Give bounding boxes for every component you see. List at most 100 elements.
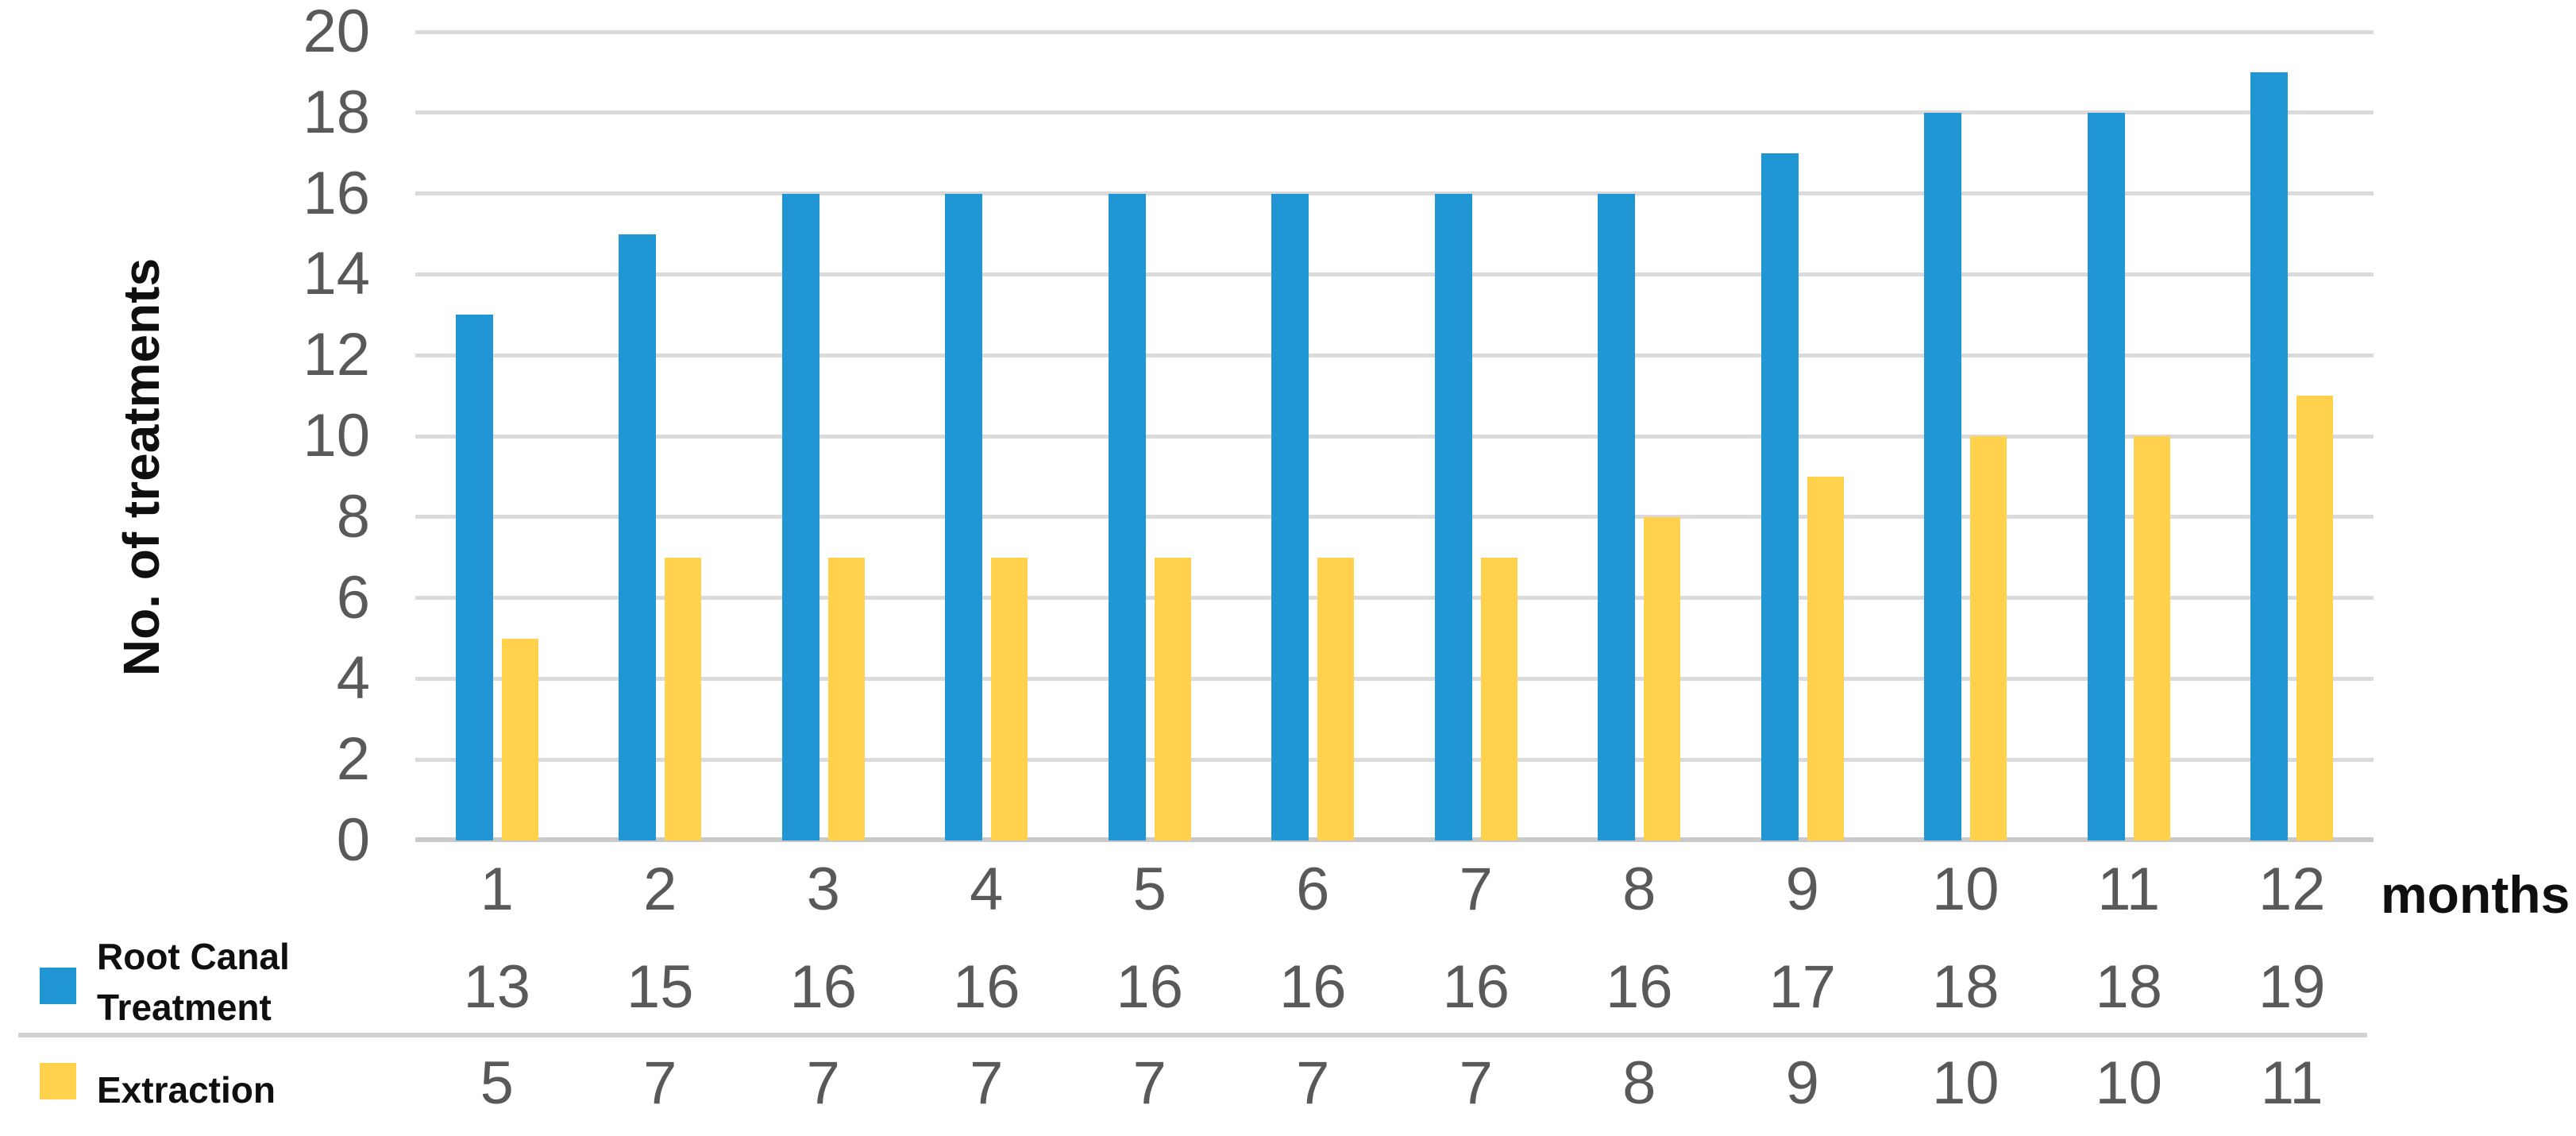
bar-group-month-3	[742, 32, 905, 840]
bar-extraction-month-5	[1154, 557, 1191, 840]
bar-group-month-12	[2211, 32, 2374, 840]
legend-label-root-canal: Root Canal Treatment	[97, 936, 290, 1028]
bar-group-month-1	[415, 32, 579, 840]
table-cell-root-canal-month-9: 17	[1768, 953, 1837, 1021]
table-cell-extraction-month-6: 7	[1296, 1049, 1330, 1117]
table-cell-extraction-month-12: 11	[2260, 1049, 2323, 1117]
bar-group-month-9	[1721, 32, 1884, 840]
gridline-y-12	[415, 353, 2374, 357]
y-tick-label-10: 10	[303, 402, 370, 469]
gridline-y-10	[415, 434, 2374, 439]
bar-group-month-6	[1232, 32, 1395, 840]
x-tick-label-month-9: 9	[1785, 856, 1819, 923]
gridline-y-6	[415, 596, 2374, 601]
table-cell-root-canal-month-11: 18	[2095, 953, 2163, 1021]
bar-root-canal-treatment-month-3	[781, 193, 819, 840]
table-cell-root-canal-month-10: 18	[1931, 953, 1999, 1021]
y-tick-label-0: 0	[336, 806, 370, 874]
y-tick-label-8: 8	[336, 482, 370, 551]
bar-group-month-8	[1558, 32, 1722, 840]
table-cell-root-canal-month-4: 16	[952, 953, 1020, 1021]
x-tick-label-month-8: 8	[1622, 856, 1656, 923]
bar-extraction-month-9	[1807, 476, 1844, 840]
y-tick-label-20: 20	[303, 0, 370, 65]
table-cell-extraction-month-10: 10	[1931, 1049, 1999, 1117]
x-tick-label-month-10: 10	[1931, 856, 1999, 923]
bar-root-canal-treatment-month-9	[1760, 153, 1799, 840]
bar-extraction-month-2	[665, 557, 702, 840]
bar-extraction-month-8	[1644, 516, 1681, 840]
bar-group-month-10	[1884, 32, 2048, 840]
x-tick-label-month-7: 7	[1459, 856, 1493, 923]
x-tick-label-month-11: 11	[2097, 856, 2161, 923]
table-cell-root-canal-month-8: 16	[1605, 953, 1673, 1021]
bar-root-canal-treatment-month-5	[1108, 193, 1146, 840]
gridline-y-14	[415, 272, 2374, 276]
y-tick-label-14: 14	[303, 240, 370, 308]
table-divider	[18, 1033, 2367, 1037]
table-cell-extraction-month-2: 7	[643, 1049, 677, 1117]
table-cell-root-canal-month-3: 16	[789, 953, 858, 1021]
table-cell-extraction-month-9: 9	[1785, 1049, 1819, 1117]
bar-root-canal-treatment-month-7	[1434, 193, 1472, 840]
bar-group-month-7	[1394, 32, 1558, 840]
x-axis-tick-row: 1 2 3 4 5 6 7 8 9 10 11 12	[415, 855, 2374, 925]
bar-extraction-month-4	[991, 557, 1028, 840]
bar-group-month-2	[579, 32, 742, 840]
bar-root-canal-treatment-month-2	[619, 234, 657, 840]
bar-extraction-month-6	[1317, 557, 1355, 840]
gridline-y-16	[415, 191, 2374, 196]
table-cell-root-canal-month-7: 16	[1442, 953, 1510, 1021]
gridline-y-18	[415, 110, 2374, 115]
table-row-root-canal-treatment: 13 15 16 16 16 16 16 16 17 18 18 19	[415, 952, 2374, 1022]
bar-extraction-month-12	[2296, 396, 2334, 840]
table-cell-extraction-month-7: 7	[1459, 1049, 1493, 1117]
bar-root-canal-treatment-month-10	[1924, 112, 1962, 840]
table-cell-root-canal-month-1: 13	[463, 953, 531, 1021]
y-tick-label-12: 12	[303, 321, 370, 389]
gridline-y-2	[415, 757, 2374, 762]
x-tick-label-month-1: 1	[480, 856, 514, 923]
bar-root-canal-treatment-month-1	[455, 315, 493, 840]
x-tick-label-month-12: 12	[2258, 856, 2326, 923]
table-cell-extraction-month-5: 7	[1132, 1049, 1167, 1117]
gridline-y-8	[415, 515, 2374, 520]
table-cell-extraction-month-11: 10	[2095, 1049, 2163, 1117]
bar-group-month-4	[905, 32, 1069, 840]
bar-root-canal-treatment-month-11	[2087, 112, 2125, 840]
table-cell-extraction-month-3: 7	[806, 1049, 840, 1117]
table-cell-extraction-month-4: 7	[970, 1049, 1004, 1117]
table-row-extraction: 5 7 7 7 7 7 7 8 9 10 10 11	[415, 1049, 2374, 1119]
bar-extraction-month-11	[2133, 436, 2170, 840]
y-tick-label-16: 16	[303, 159, 370, 227]
table-cell-root-canal-month-12: 19	[2258, 953, 2326, 1021]
bar-group-month-5	[1068, 32, 1232, 840]
bar-root-canal-treatment-month-4	[945, 193, 983, 840]
table-cell-root-canal-month-2: 15	[626, 953, 694, 1021]
bar-root-canal-treatment-month-8	[1598, 193, 1636, 840]
legend-swatch-root-canal	[40, 968, 76, 1004]
x-axis-line	[415, 837, 2374, 842]
table-cell-extraction-month-1: 5	[480, 1049, 514, 1117]
gridline-y-20	[415, 29, 2374, 34]
y-tick-label-2: 2	[336, 725, 370, 794]
x-tick-label-month-4: 4	[970, 856, 1004, 923]
legend-label-extraction: Extraction	[97, 1069, 276, 1111]
bar-extraction-month-10	[1970, 436, 2007, 840]
legend-swatch-extraction	[40, 1063, 76, 1099]
bar-extraction-month-3	[827, 557, 865, 840]
bar-extraction-month-7	[1480, 557, 1517, 840]
table-cell-extraction-month-8: 8	[1622, 1049, 1656, 1117]
x-tick-label-month-3: 3	[806, 856, 840, 923]
x-axis-label: months	[2381, 865, 2570, 924]
bar-root-canal-treatment-month-6	[1271, 193, 1309, 840]
bar-extraction-month-1	[501, 638, 538, 840]
plot-area	[415, 29, 2374, 842]
x-tick-label-month-2: 2	[643, 856, 677, 923]
x-tick-label-month-5: 5	[1132, 856, 1167, 923]
y-tick-label-18: 18	[303, 78, 370, 146]
bar-group-month-11	[2047, 32, 2211, 840]
y-tick-label-6: 6	[336, 563, 370, 632]
gridline-y-4	[415, 676, 2374, 681]
